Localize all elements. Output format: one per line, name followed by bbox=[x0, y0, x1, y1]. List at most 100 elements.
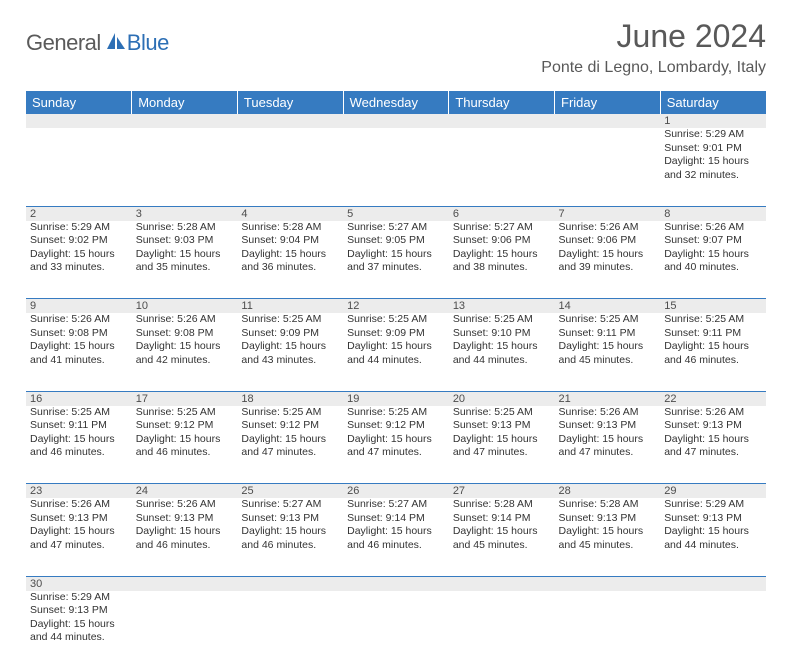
day-number-cell: 18 bbox=[237, 391, 343, 406]
daynum-row: 1 bbox=[26, 114, 766, 128]
weekday-header: Saturday bbox=[660, 91, 766, 114]
sunrise-text: Sunrise: 5:28 AM bbox=[453, 498, 551, 512]
sunrise-text: Sunrise: 5:26 AM bbox=[136, 498, 234, 512]
day-content: Sunrise: 5:26 AMSunset: 9:13 PMDaylight:… bbox=[136, 498, 234, 553]
day-cell bbox=[237, 591, 343, 669]
day-number-cell: 26 bbox=[343, 484, 449, 499]
daylight-text: Daylight: 15 hours and 33 minutes. bbox=[30, 248, 128, 275]
day-cell: Sunrise: 5:25 AMSunset: 9:09 PMDaylight:… bbox=[237, 313, 343, 391]
weekday-header: Wednesday bbox=[343, 91, 449, 114]
day-cell bbox=[660, 591, 766, 669]
daylight-text: Daylight: 15 hours and 47 minutes. bbox=[30, 525, 128, 552]
day-number-cell: 1 bbox=[660, 114, 766, 128]
sunset-text: Sunset: 9:13 PM bbox=[453, 419, 551, 433]
daynum-row: 30 bbox=[26, 576, 766, 591]
day-cell bbox=[555, 128, 661, 206]
day-content: Sunrise: 5:27 AMSunset: 9:13 PMDaylight:… bbox=[241, 498, 339, 553]
day-cell: Sunrise: 5:26 AMSunset: 9:07 PMDaylight:… bbox=[660, 221, 766, 299]
day-number-cell bbox=[449, 114, 555, 128]
day-number-cell bbox=[343, 114, 449, 128]
day-cell: Sunrise: 5:27 AMSunset: 9:06 PMDaylight:… bbox=[449, 221, 555, 299]
day-cell bbox=[132, 591, 238, 669]
daylight-text: Daylight: 15 hours and 44 minutes. bbox=[347, 340, 445, 367]
day-cell: Sunrise: 5:27 AMSunset: 9:14 PMDaylight:… bbox=[343, 498, 449, 576]
sunset-text: Sunset: 9:13 PM bbox=[664, 512, 762, 526]
title-block: June 2024 Ponte di Legno, Lombardy, Ital… bbox=[541, 18, 766, 77]
day-cell bbox=[555, 591, 661, 669]
day-content: Sunrise: 5:25 AMSunset: 9:11 PMDaylight:… bbox=[664, 313, 762, 368]
sunset-text: Sunset: 9:13 PM bbox=[559, 512, 657, 526]
day-number-cell bbox=[132, 114, 238, 128]
sunrise-text: Sunrise: 5:27 AM bbox=[241, 498, 339, 512]
week-row: Sunrise: 5:26 AMSunset: 9:08 PMDaylight:… bbox=[26, 313, 766, 391]
sunrise-text: Sunrise: 5:25 AM bbox=[347, 406, 445, 420]
day-content: Sunrise: 5:25 AMSunset: 9:09 PMDaylight:… bbox=[241, 313, 339, 368]
day-cell: Sunrise: 5:25 AMSunset: 9:11 PMDaylight:… bbox=[555, 313, 661, 391]
day-number-cell: 15 bbox=[660, 299, 766, 314]
sunset-text: Sunset: 9:04 PM bbox=[241, 234, 339, 248]
sunrise-text: Sunrise: 5:25 AM bbox=[453, 406, 551, 420]
day-content: Sunrise: 5:25 AMSunset: 9:13 PMDaylight:… bbox=[453, 406, 551, 461]
day-content: Sunrise: 5:25 AMSunset: 9:09 PMDaylight:… bbox=[347, 313, 445, 368]
day-number-cell: 27 bbox=[449, 484, 555, 499]
day-number-cell: 16 bbox=[26, 391, 132, 406]
sunrise-text: Sunrise: 5:26 AM bbox=[30, 313, 128, 327]
day-content: Sunrise: 5:25 AMSunset: 9:11 PMDaylight:… bbox=[559, 313, 657, 368]
sunset-text: Sunset: 9:14 PM bbox=[453, 512, 551, 526]
day-cell: Sunrise: 5:26 AMSunset: 9:08 PMDaylight:… bbox=[132, 313, 238, 391]
daylight-text: Daylight: 15 hours and 36 minutes. bbox=[241, 248, 339, 275]
week-row: Sunrise: 5:29 AMSunset: 9:02 PMDaylight:… bbox=[26, 221, 766, 299]
day-cell bbox=[26, 128, 132, 206]
day-number-cell bbox=[132, 576, 238, 591]
daylight-text: Daylight: 15 hours and 47 minutes. bbox=[241, 433, 339, 460]
day-cell: Sunrise: 5:25 AMSunset: 9:10 PMDaylight:… bbox=[449, 313, 555, 391]
day-cell: Sunrise: 5:25 AMSunset: 9:12 PMDaylight:… bbox=[343, 406, 449, 484]
sunset-text: Sunset: 9:13 PM bbox=[559, 419, 657, 433]
day-number-cell bbox=[449, 576, 555, 591]
sunrise-text: Sunrise: 5:26 AM bbox=[30, 498, 128, 512]
day-number-cell bbox=[660, 576, 766, 591]
daylight-text: Daylight: 15 hours and 39 minutes. bbox=[559, 248, 657, 275]
sunrise-text: Sunrise: 5:25 AM bbox=[453, 313, 551, 327]
weekday-header: Thursday bbox=[449, 91, 555, 114]
day-number-cell: 21 bbox=[555, 391, 661, 406]
sunset-text: Sunset: 9:14 PM bbox=[347, 512, 445, 526]
week-row: Sunrise: 5:26 AMSunset: 9:13 PMDaylight:… bbox=[26, 498, 766, 576]
sunrise-text: Sunrise: 5:29 AM bbox=[30, 221, 128, 235]
day-number-cell: 9 bbox=[26, 299, 132, 314]
sunrise-text: Sunrise: 5:25 AM bbox=[559, 313, 657, 327]
day-content: Sunrise: 5:28 AMSunset: 9:04 PMDaylight:… bbox=[241, 221, 339, 276]
day-content: Sunrise: 5:27 AMSunset: 9:14 PMDaylight:… bbox=[347, 498, 445, 553]
day-content: Sunrise: 5:25 AMSunset: 9:12 PMDaylight:… bbox=[136, 406, 234, 461]
day-cell: Sunrise: 5:25 AMSunset: 9:13 PMDaylight:… bbox=[449, 406, 555, 484]
day-content: Sunrise: 5:26 AMSunset: 9:08 PMDaylight:… bbox=[136, 313, 234, 368]
weekday-header: Friday bbox=[555, 91, 661, 114]
day-content: Sunrise: 5:27 AMSunset: 9:06 PMDaylight:… bbox=[453, 221, 551, 276]
month-title: June 2024 bbox=[541, 18, 766, 55]
day-cell bbox=[449, 128, 555, 206]
day-cell: Sunrise: 5:26 AMSunset: 9:13 PMDaylight:… bbox=[555, 406, 661, 484]
sunset-text: Sunset: 9:06 PM bbox=[453, 234, 551, 248]
day-cell: Sunrise: 5:25 AMSunset: 9:11 PMDaylight:… bbox=[26, 406, 132, 484]
daylight-text: Daylight: 15 hours and 44 minutes. bbox=[30, 618, 128, 645]
daynum-row: 23242526272829 bbox=[26, 484, 766, 499]
day-number-cell: 3 bbox=[132, 206, 238, 221]
daylight-text: Daylight: 15 hours and 32 minutes. bbox=[664, 155, 762, 182]
day-cell: Sunrise: 5:29 AMSunset: 9:13 PMDaylight:… bbox=[26, 591, 132, 669]
sunset-text: Sunset: 9:12 PM bbox=[241, 419, 339, 433]
daylight-text: Daylight: 15 hours and 47 minutes. bbox=[347, 433, 445, 460]
daynum-row: 2345678 bbox=[26, 206, 766, 221]
day-number-cell: 22 bbox=[660, 391, 766, 406]
day-content: Sunrise: 5:26 AMSunset: 9:08 PMDaylight:… bbox=[30, 313, 128, 368]
day-content: Sunrise: 5:25 AMSunset: 9:12 PMDaylight:… bbox=[241, 406, 339, 461]
day-number-cell: 30 bbox=[26, 576, 132, 591]
sunset-text: Sunset: 9:05 PM bbox=[347, 234, 445, 248]
daylight-text: Daylight: 15 hours and 44 minutes. bbox=[664, 525, 762, 552]
week-row: Sunrise: 5:29 AMSunset: 9:01 PMDaylight:… bbox=[26, 128, 766, 206]
daylight-text: Daylight: 15 hours and 37 minutes. bbox=[347, 248, 445, 275]
day-number-cell: 5 bbox=[343, 206, 449, 221]
day-cell: Sunrise: 5:28 AMSunset: 9:13 PMDaylight:… bbox=[555, 498, 661, 576]
daylight-text: Daylight: 15 hours and 38 minutes. bbox=[453, 248, 551, 275]
daylight-text: Daylight: 15 hours and 46 minutes. bbox=[30, 433, 128, 460]
weekday-header: Monday bbox=[132, 91, 238, 114]
